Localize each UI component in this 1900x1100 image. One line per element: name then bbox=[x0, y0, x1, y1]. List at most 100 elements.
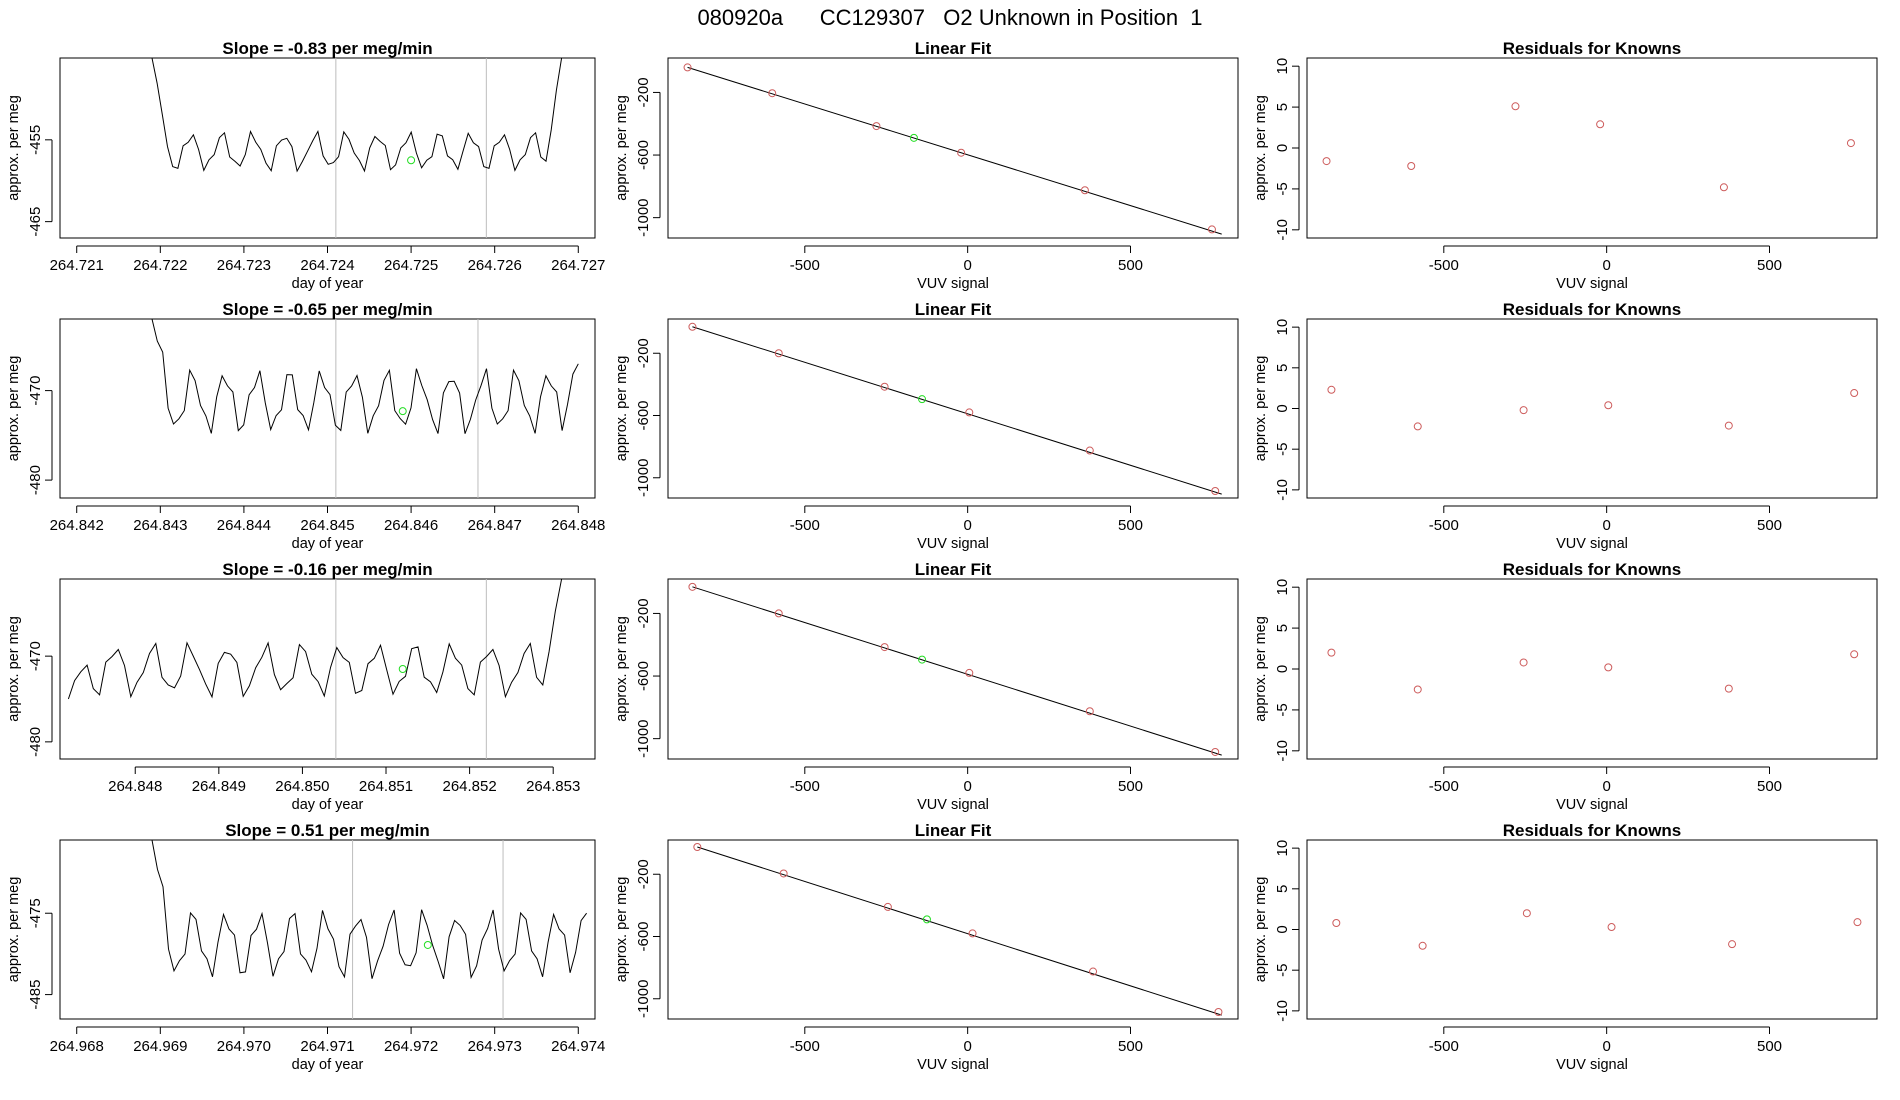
x-tick-label: 264.849 bbox=[192, 778, 246, 795]
x-tick-label: 264.851 bbox=[359, 778, 413, 795]
known-point bbox=[1719, 183, 1728, 192]
y-tick-label: -5 bbox=[1274, 964, 1291, 977]
known-point bbox=[880, 643, 889, 652]
x-tick-label: 264.723 bbox=[217, 257, 271, 274]
plot-data bbox=[151, 58, 563, 238]
known-point bbox=[1214, 1007, 1223, 1016]
x-tick-label: -500 bbox=[790, 517, 820, 534]
x-tick-label: 264.722 bbox=[133, 257, 187, 274]
known-point bbox=[1724, 421, 1733, 430]
chart-panel-4-linear-fit: Linear Fit -500 0 500 VUV signal -200 -600 -100… bbox=[614, 821, 1239, 1073]
y-tick-label: -10 bbox=[1274, 479, 1291, 501]
x-tick-label: 500 bbox=[1118, 257, 1143, 274]
plot-data bbox=[683, 63, 1222, 235]
chart-panel-2-linear-fit: Linear Fit -500 0 500 VUV signal -200 -600 -100… bbox=[614, 300, 1239, 552]
y-tick-label: -200 bbox=[635, 598, 652, 628]
y-tick-label: -5 bbox=[1274, 443, 1291, 456]
x-tick-label: 264.847 bbox=[468, 517, 522, 534]
plot-data bbox=[1327, 648, 1859, 694]
chart-title: Linear Fit bbox=[915, 39, 992, 58]
x-tick-label: 264.968 bbox=[50, 1038, 104, 1055]
x-axis-label: day of year bbox=[292, 276, 364, 292]
chart-panel-1-residuals: Residuals for Knowns -500 0 500 VUV signal 10… bbox=[1253, 39, 1878, 292]
y-axis-label: approx. per meg bbox=[6, 616, 22, 722]
y-tick-label: -480 bbox=[27, 727, 44, 757]
known-point bbox=[883, 902, 892, 911]
x-tick-label: -500 bbox=[790, 257, 820, 274]
known-point bbox=[1511, 102, 1520, 111]
x-tick-label: 264.850 bbox=[275, 778, 329, 795]
x-tick-label: -500 bbox=[1429, 778, 1459, 795]
known-point bbox=[1080, 186, 1089, 195]
y-tick-label: -600 bbox=[635, 140, 652, 170]
known-point bbox=[1724, 684, 1733, 693]
y-axis-label: approx. per meg bbox=[6, 356, 22, 462]
y-tick-label: -600 bbox=[635, 400, 652, 430]
plot-frame bbox=[1306, 57, 1878, 239]
y-tick-label: -485 bbox=[27, 980, 44, 1010]
plot-data bbox=[67, 579, 563, 759]
plot-frame bbox=[59, 578, 596, 760]
x-tick-label: 264.972 bbox=[384, 1038, 438, 1055]
x-tick-label: 0 bbox=[963, 517, 971, 534]
x-tick-label: 500 bbox=[1757, 517, 1782, 534]
y-tick-label: -455 bbox=[27, 125, 44, 155]
known-point bbox=[1407, 162, 1416, 170]
y-tick-label: -5 bbox=[1274, 703, 1291, 716]
known-point bbox=[1418, 941, 1427, 950]
known-point bbox=[1327, 385, 1336, 394]
known-point bbox=[1853, 918, 1862, 927]
y-tick-label: 10 bbox=[1274, 319, 1291, 336]
chart-title: Residuals for Knowns bbox=[1503, 39, 1682, 58]
x-tick-label: 264.971 bbox=[300, 1038, 354, 1055]
y-axis-label: approx. per meg bbox=[1253, 877, 1269, 983]
known-point bbox=[880, 382, 889, 391]
x-tick-label: 264.721 bbox=[50, 257, 104, 274]
chart-panel-3-residuals: Residuals for Knowns -500 0 500 VUV signal 10… bbox=[1253, 560, 1878, 813]
known-point bbox=[683, 63, 692, 72]
plot-data bbox=[688, 322, 1222, 495]
chart-title: Linear Fit bbox=[915, 821, 992, 840]
y-tick-label: -480 bbox=[27, 465, 44, 495]
known-point bbox=[1413, 685, 1422, 694]
known-point bbox=[1728, 940, 1737, 949]
x-axis-label: day of year bbox=[292, 1057, 364, 1073]
x-tick-label: -500 bbox=[1429, 257, 1459, 274]
x-axis-label: VUV signal bbox=[1556, 797, 1628, 813]
plot-frame bbox=[59, 318, 596, 499]
fit-line bbox=[692, 326, 1222, 495]
y-tick-label: 5 bbox=[1274, 364, 1291, 372]
plot-frame bbox=[667, 839, 1239, 1020]
chart-title: Slope = -0.16 per meg/min bbox=[222, 560, 432, 579]
known-point bbox=[1327, 648, 1336, 657]
y-tick-label: -600 bbox=[635, 921, 652, 951]
chart-panel-2-residuals: Residuals for Knowns -500 0 500 VUV signal 10… bbox=[1253, 300, 1878, 552]
known-point bbox=[774, 349, 783, 358]
x-tick-label: 264.974 bbox=[551, 1038, 605, 1055]
known-point bbox=[1413, 422, 1422, 431]
fit-line bbox=[692, 586, 1222, 756]
x-tick-label: 264.852 bbox=[442, 778, 496, 795]
y-tick-label: -600 bbox=[635, 661, 652, 691]
x-tick-label: 0 bbox=[963, 1038, 971, 1055]
page-title: 080920a CC129307 O2 Unknown in Position … bbox=[697, 5, 1203, 30]
y-tick-label: -10 bbox=[1274, 1000, 1291, 1022]
y-axis-label: approx. per meg bbox=[6, 95, 22, 201]
y-axis-label: approx. per meg bbox=[614, 356, 630, 462]
x-tick-label: 500 bbox=[1118, 1038, 1143, 1055]
known-point bbox=[965, 408, 974, 417]
known-point bbox=[1085, 707, 1094, 716]
unknown-point bbox=[918, 655, 927, 664]
known-point bbox=[1604, 401, 1613, 410]
x-tick-label: 264.973 bbox=[468, 1038, 522, 1055]
y-axis-label: approx. per meg bbox=[6, 877, 22, 983]
chart-title: Residuals for Knowns bbox=[1503, 300, 1682, 319]
x-tick-label: 500 bbox=[1757, 1038, 1782, 1055]
chart-panel-3-timeseries: Slope = -0.16 per meg/min 264.848 264.849 2… bbox=[6, 560, 596, 813]
plot-data bbox=[693, 843, 1223, 1016]
y-tick-label: -475 bbox=[27, 898, 44, 928]
y-tick-label: -1000 bbox=[635, 198, 652, 236]
known-point bbox=[688, 582, 697, 591]
y-tick-label: -5 bbox=[1274, 182, 1291, 195]
y-axis-label: approx. per meg bbox=[614, 616, 630, 722]
